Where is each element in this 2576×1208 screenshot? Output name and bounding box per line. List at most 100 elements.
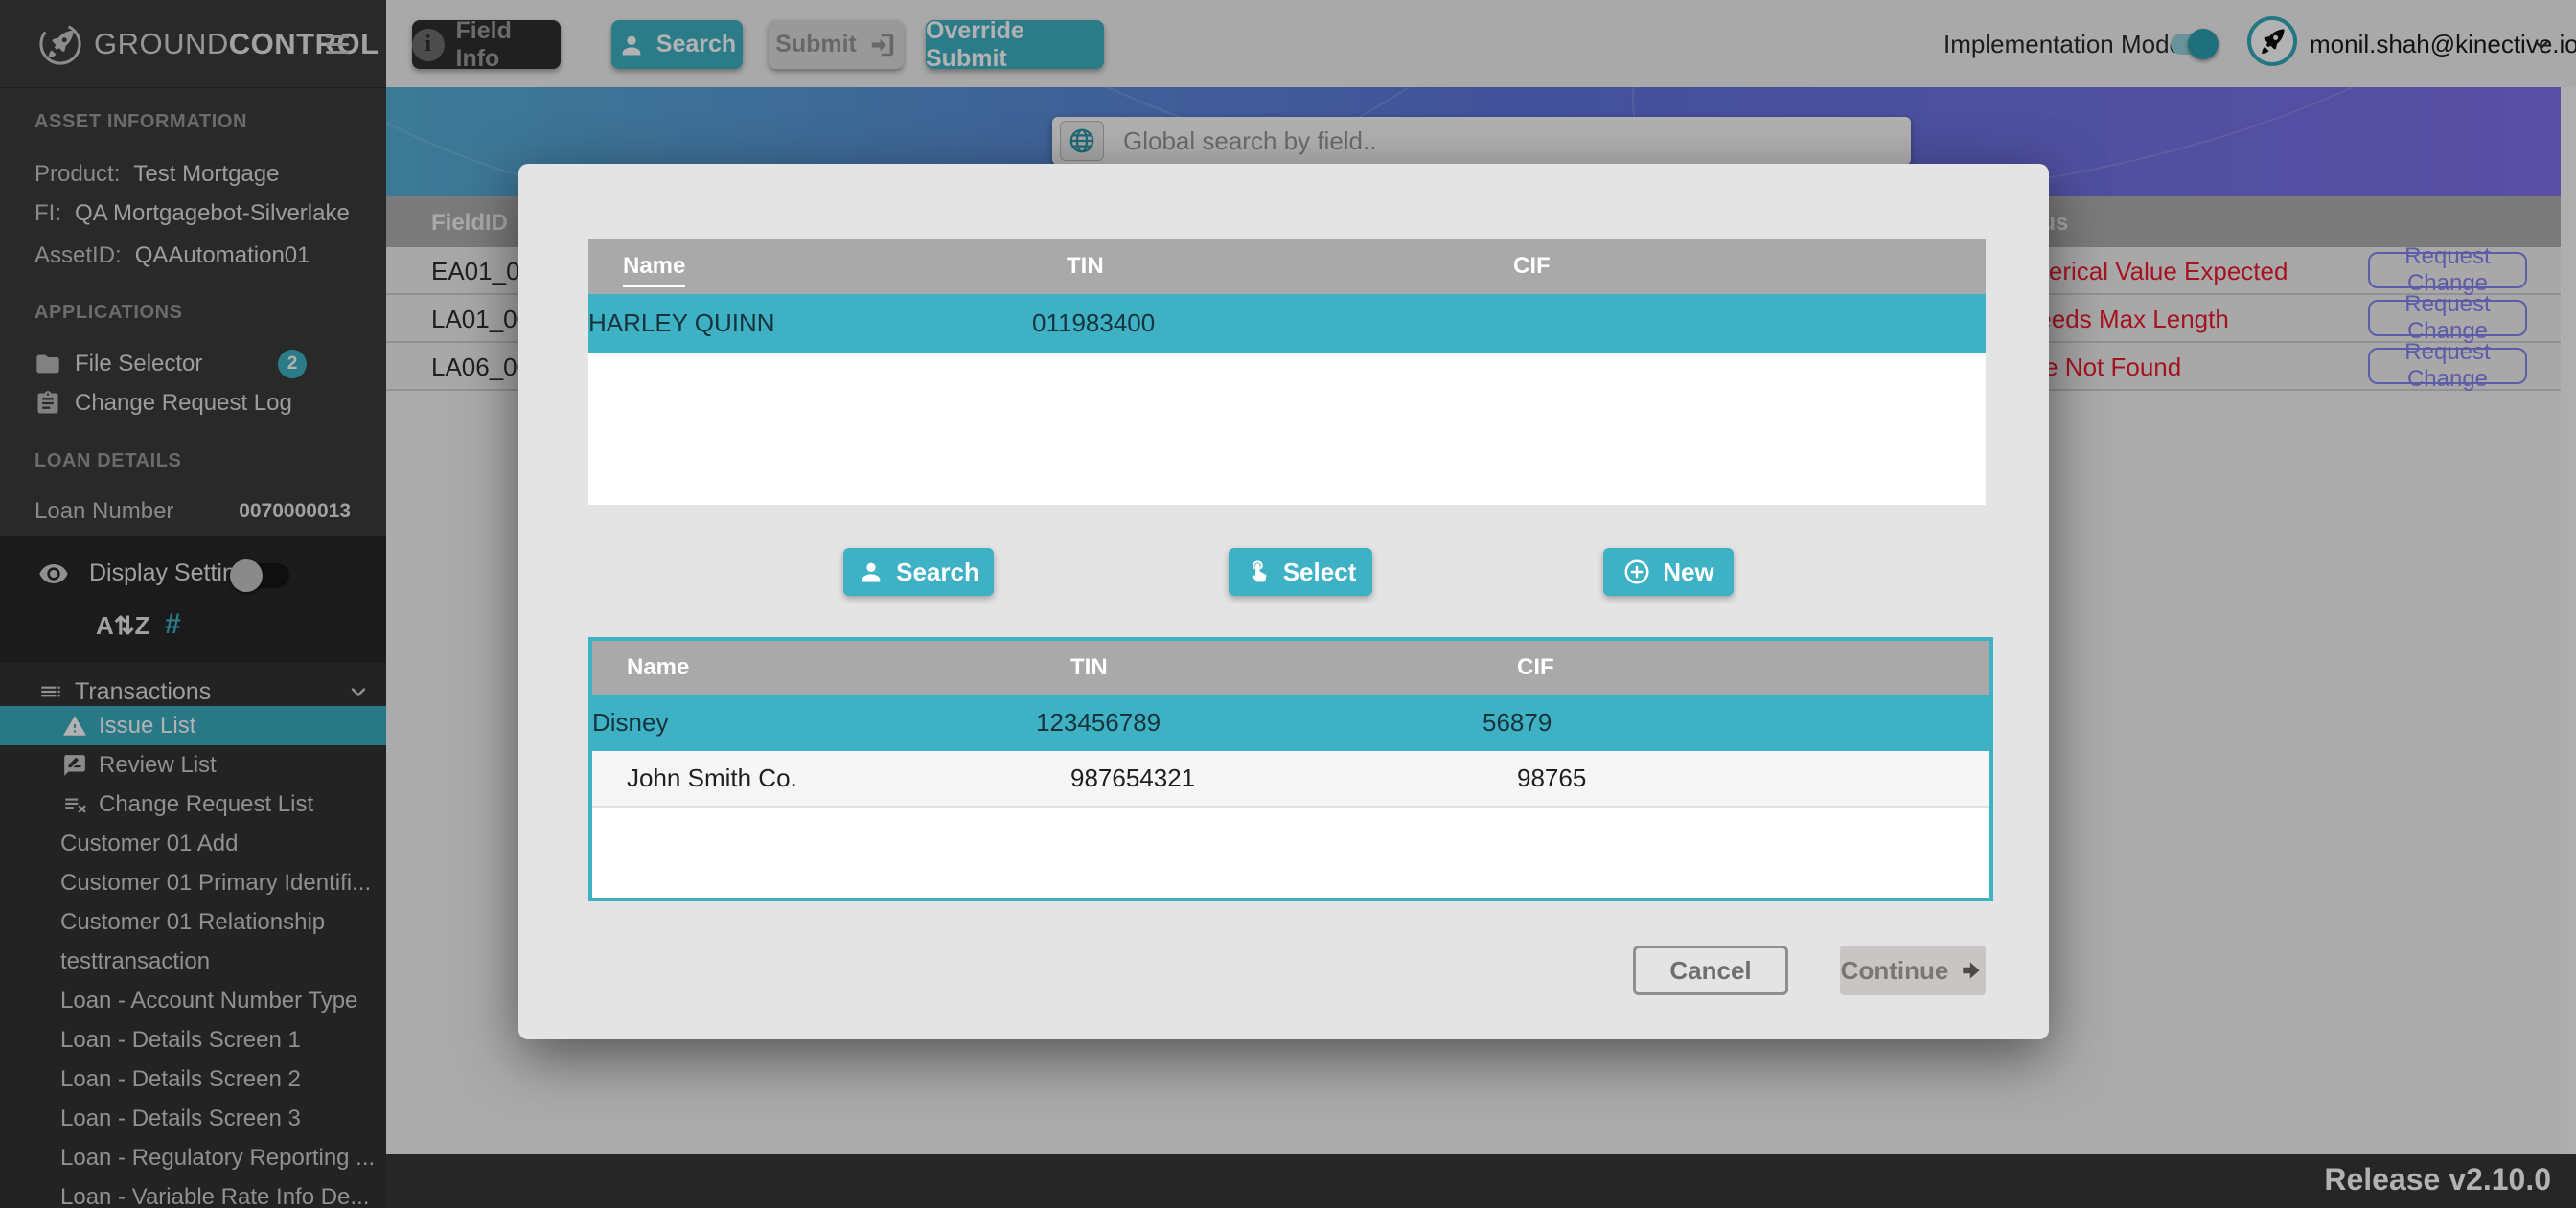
sidebar-item-customer-01-primary-identification[interactable]: Customer 01 Primary Identifi... (0, 863, 386, 902)
list-icon (41, 686, 60, 697)
sidebar-item-customer-01-add[interactable]: Customer 01 Add (0, 824, 386, 863)
fi-row: FI: QA Mortgagebot-Silverlake (34, 199, 350, 228)
table-row[interactable]: John Smith Co. 987654321 98765 (592, 751, 1990, 808)
sidebar-item-customer-01-relationship[interactable]: Customer 01 Relationship (0, 902, 386, 942)
groundcontrol-logo-icon (39, 23, 81, 65)
column-header-cif[interactable]: CIF (1513, 253, 1551, 279)
loan-number-row: Loan Number 0070000013 (34, 497, 351, 526)
assetid-value: QAAutomation01 (134, 242, 310, 268)
display-settings-panel: Display Settings A⇅Z # (0, 536, 386, 663)
brand-control: CONTROL (228, 27, 380, 60)
sidebar-header: GROUNDCONTROL (0, 0, 386, 88)
assetid-row: AssetID: QAAutomation01 (34, 241, 310, 270)
override-submit-label: Override Submit (926, 16, 1024, 72)
sidebar-item-loan-details-screen-3[interactable]: Loan - Details Screen 3 (0, 1099, 386, 1138)
tin-cell: 011983400 (1032, 308, 1156, 337)
column-header-name[interactable]: Name (623, 253, 686, 287)
modal-select-button[interactable]: Select (1229, 548, 1372, 596)
sidebar-item-loan-details-screen-1[interactable]: Loan - Details Screen 1 (0, 1020, 386, 1060)
sidebar-item-testtransaction[interactable]: testtransaction (0, 942, 386, 981)
cif-cell: 56879 (1483, 708, 1552, 737)
field-info-button[interactable]: i Field Info (412, 17, 561, 72)
change-request-log-label: Change Request Log (75, 390, 292, 416)
implementation-mode-label: Implementation Mode (1944, 30, 2184, 58)
modal-new-button[interactable]: New (1603, 548, 1734, 596)
name-cell: John Smith Co. (627, 764, 797, 792)
display-settings-toggle[interactable] (230, 559, 289, 592)
file-selector-label: File Selector (75, 351, 203, 376)
global-search-bar[interactable] (1052, 117, 1911, 165)
submit-button[interactable]: Submit (769, 20, 904, 69)
loan-number-value: 0070000013 (239, 500, 351, 522)
fi-label: FI: (34, 200, 61, 226)
submit-exit-icon (871, 34, 894, 56)
menu-item-label: Customer 01 Primary Identifi... (60, 869, 372, 896)
sidebar-item-loan-details-screen-2[interactable]: Loan - Details Screen 2 (0, 1060, 386, 1099)
column-header-fieldid[interactable]: FieldID (431, 210, 509, 236)
brand-name: GROUNDCONTROL (94, 27, 380, 61)
rate-review-icon (64, 754, 85, 776)
menu-item-label: Loan - Details Screen 1 (60, 1026, 301, 1053)
transactions-panel: Transactions Issue List Review List Chan… (0, 663, 386, 1208)
add-circle-icon (1624, 559, 1649, 584)
release-version: Release v2.10.0 (2324, 1162, 2551, 1197)
column-header-tin[interactable]: TIN (1070, 654, 1108, 680)
table-row-selected[interactable]: Disney 123456789 56879 (592, 695, 1990, 751)
table-row-selected[interactable]: HARLEY QUINN 011983400 (588, 294, 1986, 353)
footer: Release v2.10.0 (386, 1154, 2576, 1208)
cancel-button[interactable]: Cancel (1633, 946, 1788, 995)
column-header-name[interactable]: Name (627, 654, 690, 680)
implementation-mode-toggle[interactable] (2171, 29, 2219, 59)
sort-numeric-icon[interactable]: # (165, 608, 181, 640)
playlist-remove-icon (65, 798, 86, 813)
badge-count: 2 (287, 353, 298, 374)
hamburger-menu-icon[interactable] (326, 31, 349, 58)
sidebar-item-loan-regulatory-reporting[interactable]: Loan - Regulatory Reporting ... (0, 1138, 386, 1177)
person-icon (862, 562, 881, 582)
brand-ground: GROUND (94, 27, 229, 60)
customer-search-modal: Name TIN CIF HARLEY QUINN 011983400 Sear… (518, 164, 2049, 1039)
sidebar-item-review-list[interactable]: Review List (0, 745, 386, 785)
sidebar-item-loan-variable-rate-info[interactable]: Loan - Variable Rate Info De... (0, 1177, 386, 1208)
modal-select-label: Select (1282, 557, 1357, 586)
menu-item-label: Issue List (99, 712, 196, 739)
touch-select-icon (1252, 560, 1267, 582)
assetid-label: AssetID: (34, 242, 122, 268)
transactions-label: Transactions (75, 677, 212, 705)
modal-search-label: Search (896, 557, 979, 586)
menu-item-label: Customer 01 Relationship (60, 908, 326, 935)
continue-button[interactable]: Continue (1840, 946, 1986, 995)
override-submit-button[interactable]: Override Submit (926, 17, 1104, 72)
section-title-asset-information: ASSET INFORMATION (34, 111, 248, 132)
column-header-cif[interactable]: CIF (1517, 654, 1554, 680)
sidebar-item-issue-list[interactable]: Issue List (0, 706, 386, 745)
menu-item-label: Loan - Regulatory Reporting ... (60, 1144, 376, 1171)
eye-icon (39, 564, 68, 583)
sidebar-item-loan-account-number-type[interactable]: Loan - Account Number Type (0, 981, 386, 1020)
toggle-knob (230, 559, 263, 592)
sidebar-item-change-request-list[interactable]: Change Request List (0, 785, 386, 824)
clipboard-icon (37, 391, 58, 414)
arrow-right-icon (1963, 962, 1980, 979)
toggle-knob (2188, 29, 2219, 59)
sidebar-item-file-selector[interactable]: File Selector (34, 350, 202, 378)
modal-search-button[interactable]: Search (843, 548, 994, 596)
user-email[interactable]: monil.shah@kinective.io (2310, 30, 2576, 58)
submit-button-label: Submit (775, 31, 857, 57)
avatar[interactable] (2247, 16, 2297, 66)
vertical-scrollbar[interactable] (2561, 87, 2576, 1154)
transactions-menu-header[interactable]: Transactions (0, 671, 386, 713)
search-button[interactable]: Search (611, 20, 743, 69)
rocket-avatar-icon (2262, 29, 2285, 55)
global-search-input[interactable] (1121, 125, 1911, 157)
results-table-header: Name TIN CIF (588, 239, 1986, 294)
customers-table-header: Name TIN CIF (592, 641, 1990, 695)
sort-alphabetical-icon[interactable]: A⇅Z (96, 611, 150, 640)
user-menu-chevron-icon[interactable] (2531, 34, 2552, 56)
name-cell: HARLEY QUINN (588, 308, 775, 337)
sidebar-item-change-request-log[interactable]: Change Request Log (34, 389, 292, 418)
topbar: i Field Info Search Submit Override Subm… (386, 0, 2576, 87)
column-header-tin[interactable]: TIN (1067, 253, 1104, 279)
person-icon (622, 35, 641, 55)
